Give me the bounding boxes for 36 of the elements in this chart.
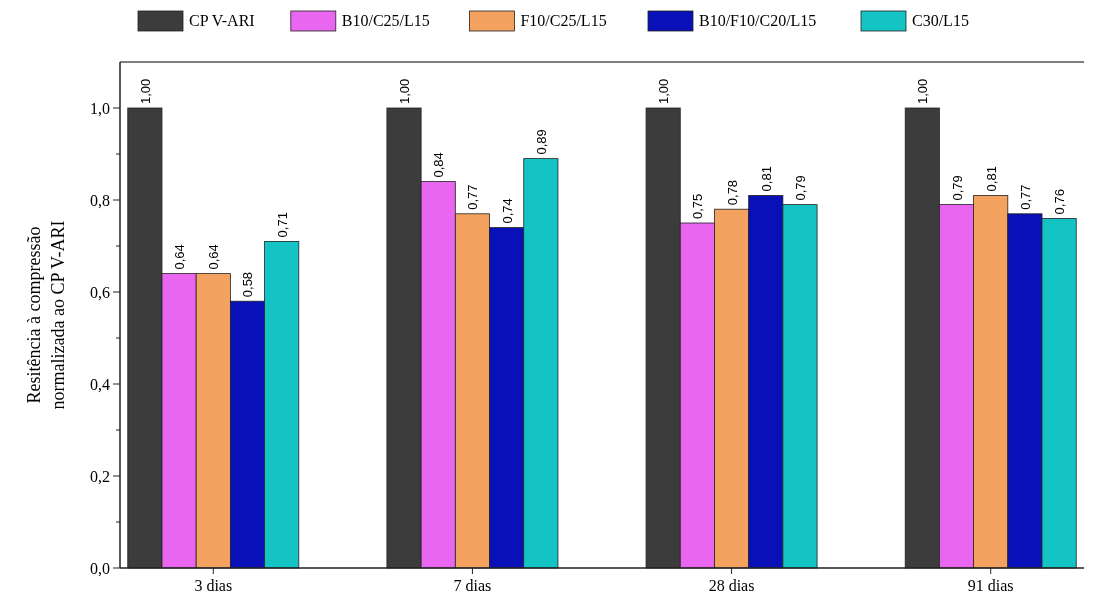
data-label: 0,76 <box>1052 189 1068 215</box>
data-label: 0,77 <box>1017 184 1033 210</box>
y-tick-label: 0,2 <box>90 467 110 485</box>
y-tick-label: 0,6 <box>90 283 110 301</box>
y-tick-label: 0,8 <box>90 191 110 209</box>
legend-label: C30/L15 <box>912 12 969 29</box>
x-tick-label: 7 dias <box>453 577 492 594</box>
data-label: 0,75 <box>690 193 706 219</box>
legend-label: B10/C25/L15 <box>341 12 430 29</box>
x-tick-label: 3 dias <box>194 577 233 594</box>
data-label: 1,00 <box>397 78 413 104</box>
x-tick-label: 28 dias <box>708 577 755 594</box>
data-label: 1,00 <box>656 78 672 104</box>
data-label: 1,00 <box>915 78 931 104</box>
data-label: 0,81 <box>983 166 999 192</box>
data-label: 0,79 <box>949 175 965 201</box>
y-tick-label: 0,4 <box>90 375 110 393</box>
x-tick-label: 91 dias <box>967 577 1014 594</box>
data-label: 0,84 <box>431 152 447 178</box>
y-axis-title: Resitência à compressão normalizada ao CP V-ARI <box>24 220 68 410</box>
data-label: 0,64 <box>206 244 222 270</box>
legend-label: F10/C25/L15 <box>520 12 607 29</box>
data-label: 0,89 <box>533 129 549 155</box>
y-tick-label: 1,0 <box>90 99 110 117</box>
legend-label: B10/F10/C20/L15 <box>699 12 817 29</box>
data-label: 0,74 <box>499 198 515 224</box>
data-label: 0,81 <box>758 166 774 192</box>
data-label: 1,00 <box>137 78 153 104</box>
data-label: 0,78 <box>724 179 740 206</box>
data-label: 0,77 <box>465 184 481 210</box>
data-label: 0,71 <box>274 212 290 238</box>
legend-label: CP V-ARI <box>189 12 255 29</box>
data-label: 0,58 <box>240 271 256 298</box>
data-label: 0,79 <box>792 175 808 201</box>
data-label: 0,64 <box>172 244 188 270</box>
y-tick-label: 0,0 <box>90 559 110 577</box>
